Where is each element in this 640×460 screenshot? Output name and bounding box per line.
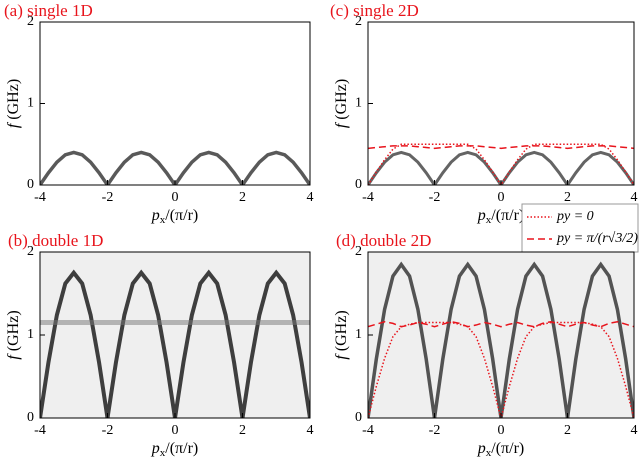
x-tick-label: 4 <box>307 190 314 205</box>
series-line <box>368 150 634 185</box>
y-label-part: (GHz) <box>5 79 22 124</box>
y-label-part: (GHz) <box>5 310 22 355</box>
y-tick-label: 0 <box>27 410 34 425</box>
y-tick-label: 0 <box>27 177 34 192</box>
y-tick-label: 1 <box>27 96 34 111</box>
x-axis-label: px/(π/r) <box>151 440 198 459</box>
y-axis-label: f (GHz) <box>5 310 22 359</box>
panel: (c) single 2D 0 1 2 -4 -2 0 2 4 px/(π/r) f (GHz) py… <box>330 1 639 253</box>
y-tick-label: 1 <box>355 327 362 342</box>
y-label-part: f <box>333 353 350 360</box>
plot-area <box>368 22 634 185</box>
x-label-sub: x <box>160 447 166 459</box>
x-tick-label: 4 <box>631 423 638 438</box>
x-label-part: /(π/r) <box>491 440 524 457</box>
x-tick-label: -4 <box>34 423 46 438</box>
legend-label: py = π/(r√3/2) <box>556 231 638 246</box>
y-tick-label: 1 <box>355 96 362 111</box>
x-tick-label: -4 <box>362 190 374 205</box>
panel-title: (d) double 2D <box>336 231 431 250</box>
y-tick-label: 2 <box>355 14 362 29</box>
y-tick-label: 2 <box>27 244 34 259</box>
series-line <box>40 269 310 418</box>
x-label-sub: x <box>486 447 492 459</box>
series-line <box>40 150 310 185</box>
x-tick-label: -2 <box>102 423 114 438</box>
y-label-part: f <box>333 121 350 128</box>
x-axis-label: px/(π/r) <box>151 207 198 226</box>
x-label-part: /(π/r) <box>491 207 524 224</box>
x-label-part: /(π/r) <box>165 207 198 224</box>
y-label-part: (GHz) <box>333 79 350 124</box>
x-tick-label: 4 <box>631 190 638 205</box>
plot <box>368 143 634 185</box>
x-label-part: /(π/r) <box>165 440 198 457</box>
legend-box <box>521 203 639 253</box>
x-label-part: p <box>151 207 160 224</box>
y-tick-label: 1 <box>27 327 34 342</box>
x-label-sub: x <box>486 214 492 226</box>
plot <box>40 269 310 418</box>
y-tick-label: 2 <box>27 14 34 29</box>
series-line <box>368 145 634 150</box>
x-tick-label: 2 <box>564 423 571 438</box>
y-label-part: f <box>5 353 22 360</box>
x-tick-label: -4 <box>34 190 46 205</box>
series-line <box>368 143 634 185</box>
y-label-part: (GHz) <box>333 310 350 355</box>
panel: (b) double 1D 0 1 2 -4 -2 0 2 4 px/(π/r) f (GHz) <box>5 231 314 459</box>
x-tick-label: 2 <box>564 190 571 205</box>
plot-area <box>40 22 310 185</box>
panel-title: (c) single 2D <box>330 1 419 20</box>
series-line <box>368 320 634 328</box>
x-tick-label: -2 <box>429 423 441 438</box>
x-tick-label: 0 <box>498 190 505 205</box>
plot <box>40 150 310 185</box>
x-label-part: p <box>151 440 160 457</box>
plot <box>368 261 634 418</box>
x-label-sub: x <box>160 214 166 226</box>
x-tick-label: 0 <box>498 423 505 438</box>
y-axis-label: f (GHz) <box>333 310 350 359</box>
panel-title: (a) single 1D <box>4 1 93 20</box>
x-tick-label: 0 <box>172 423 179 438</box>
y-axis-label: f (GHz) <box>333 79 350 128</box>
x-tick-label: -2 <box>102 190 114 205</box>
x-tick-label: -4 <box>362 423 374 438</box>
x-tick-label: 0 <box>172 190 179 205</box>
series-line <box>368 261 634 418</box>
x-label-part: p <box>477 207 486 224</box>
x-tick-label: 4 <box>307 423 314 438</box>
y-tick-label: 0 <box>355 410 362 425</box>
x-axis-label: px/(π/r) <box>477 440 524 459</box>
panel: (d) double 2D 0 1 2 -4 -2 0 2 4 px/(π/r) f (GHz) <box>333 231 638 459</box>
plot-area <box>368 252 634 418</box>
x-tick-label: -2 <box>429 190 441 205</box>
x-tick-label: 2 <box>239 190 246 205</box>
y-tick-label: 2 <box>355 244 362 259</box>
y-label-part: f <box>5 121 22 128</box>
y-axis-label: f (GHz) <box>5 79 22 128</box>
x-label-part: p <box>477 440 486 457</box>
panel-title: (b) double 1D <box>8 231 103 250</box>
x-tick-label: 2 <box>239 423 246 438</box>
legend-label: py = 0 <box>556 209 594 224</box>
plot-area <box>40 252 310 418</box>
panel: (a) single 1D 0 1 2 -4 -2 0 2 4 px/(π/r) f (GHz) <box>4 1 314 226</box>
x-axis-label: px/(π/r) <box>477 207 524 226</box>
y-tick-label: 0 <box>355 177 362 192</box>
